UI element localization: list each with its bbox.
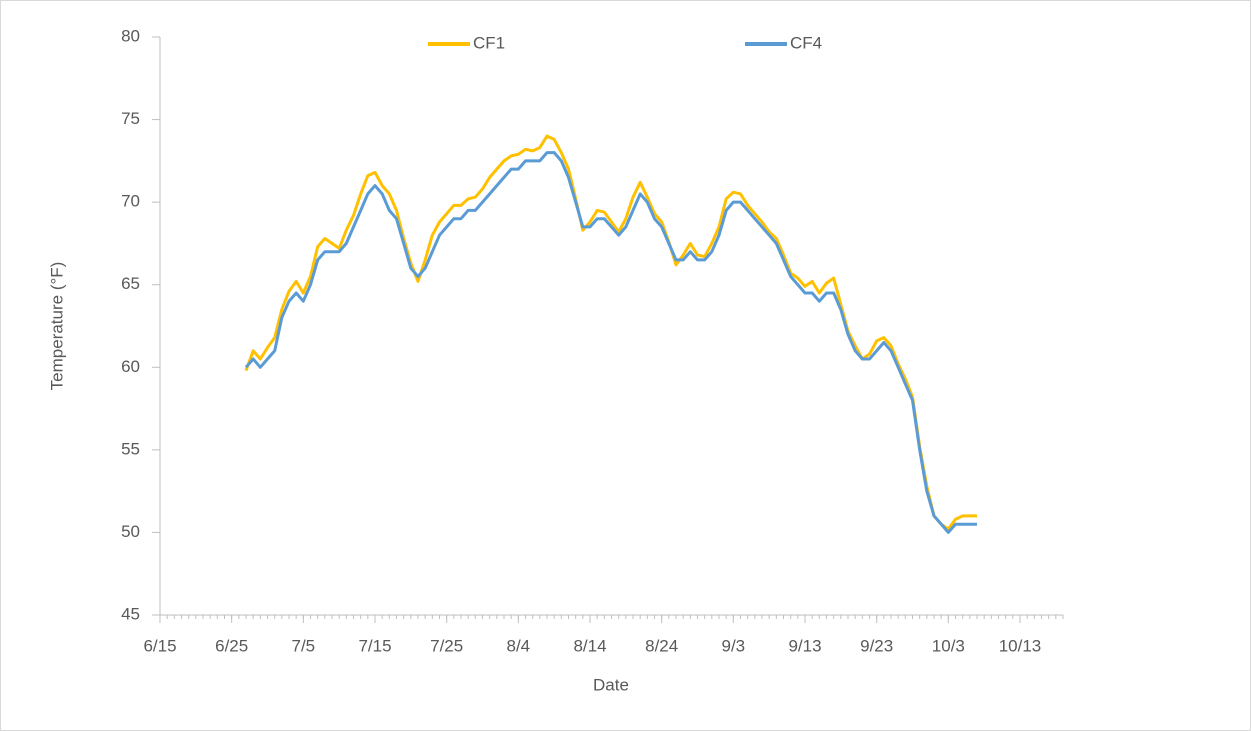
x-tick-label: 6/25: [215, 636, 248, 655]
y-tick-label: 70: [121, 192, 140, 211]
x-tick-label: 8/24: [645, 636, 678, 655]
y-tick-label: 45: [121, 604, 140, 623]
y-tick-label: 50: [121, 522, 140, 541]
x-tick-label: 7/5: [292, 636, 316, 655]
y-tick-label: 60: [121, 357, 140, 376]
x-tick-label: 7/15: [358, 636, 391, 655]
y-tick-label: 80: [121, 26, 140, 45]
legend-label: CF4: [790, 33, 822, 52]
x-tick-label: 9/23: [860, 636, 893, 655]
x-tick-label: 10/13: [999, 636, 1042, 655]
x-axis-title: Date: [593, 675, 629, 694]
y-tick-label: 75: [121, 109, 140, 128]
y-tick-label: 55: [121, 439, 140, 458]
data-line: [244, 134, 977, 531]
x-tick-label: 6/15: [143, 636, 176, 655]
y-axis-title: Temperature (°F): [47, 262, 66, 391]
x-tick-label: 9/13: [788, 636, 821, 655]
x-tick-label: 10/3: [932, 636, 965, 655]
x-tick-label: 9/3: [722, 636, 746, 655]
data-line: [244, 151, 977, 534]
legend-label: CF1: [473, 33, 505, 52]
x-tick-label: 8/4: [507, 636, 531, 655]
y-tick-label: 65: [121, 274, 140, 293]
x-tick-label: 8/14: [573, 636, 606, 655]
x-tick-label: 7/25: [430, 636, 463, 655]
